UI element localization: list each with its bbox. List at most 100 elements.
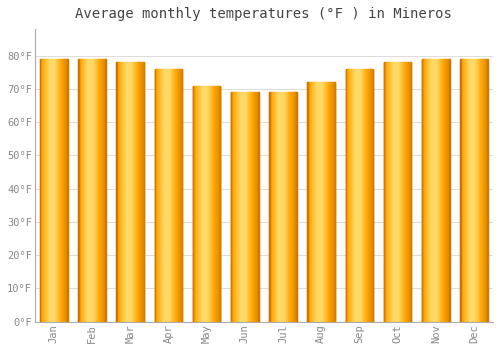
Bar — [127, 62, 128, 322]
Bar — [353, 69, 354, 322]
Bar — [140, 62, 141, 322]
Bar — [161, 69, 162, 322]
Bar — [57, 59, 58, 322]
Bar — [55, 59, 56, 322]
Bar — [401, 62, 402, 322]
Bar — [276, 92, 277, 322]
Bar — [465, 59, 466, 322]
Bar — [437, 59, 438, 322]
Bar — [328, 82, 329, 322]
Bar — [365, 69, 366, 322]
Bar — [369, 69, 370, 322]
Bar — [129, 62, 130, 322]
Bar — [462, 59, 463, 322]
Bar — [367, 69, 368, 322]
Bar — [291, 92, 292, 322]
Bar — [209, 85, 210, 322]
Bar — [370, 69, 371, 322]
Bar — [84, 59, 85, 322]
Bar — [411, 62, 412, 322]
Bar — [439, 59, 440, 322]
Bar — [79, 59, 80, 322]
Bar — [47, 59, 48, 322]
Bar — [124, 62, 125, 322]
Bar — [205, 85, 206, 322]
Bar — [285, 92, 286, 322]
Bar — [271, 92, 272, 322]
Bar — [58, 59, 59, 322]
Bar — [244, 92, 245, 322]
Bar — [60, 59, 61, 322]
Bar — [409, 62, 410, 322]
Bar — [49, 59, 50, 322]
Bar — [272, 92, 273, 322]
Bar — [323, 82, 324, 322]
Bar — [346, 69, 347, 322]
Bar — [444, 59, 445, 322]
Bar — [78, 59, 79, 322]
Bar — [399, 62, 400, 322]
Bar — [163, 69, 164, 322]
Bar — [201, 85, 202, 322]
Bar — [164, 69, 165, 322]
Bar — [430, 59, 431, 322]
Bar — [252, 92, 253, 322]
Bar — [89, 59, 90, 322]
Bar — [403, 62, 404, 322]
Bar — [133, 62, 134, 322]
Bar — [81, 59, 82, 322]
Bar — [384, 62, 386, 322]
Bar — [310, 82, 311, 322]
Bar — [284, 92, 285, 322]
Bar — [482, 59, 483, 322]
Bar — [334, 82, 335, 322]
Bar — [210, 85, 211, 322]
Bar — [157, 69, 158, 322]
Bar — [279, 92, 280, 322]
Bar — [396, 62, 397, 322]
Bar — [86, 59, 87, 322]
Bar — [362, 69, 363, 322]
Bar — [326, 82, 327, 322]
Bar — [361, 69, 362, 322]
Bar — [316, 82, 317, 322]
Bar — [273, 92, 274, 322]
Bar — [464, 59, 465, 322]
Bar — [158, 69, 159, 322]
Bar — [274, 92, 275, 322]
Bar — [407, 62, 408, 322]
Bar — [60, 59, 61, 322]
Bar — [119, 62, 120, 322]
Bar — [92, 59, 93, 322]
Bar — [408, 62, 409, 322]
Bar — [397, 62, 398, 322]
Bar — [294, 92, 295, 322]
Bar — [235, 92, 236, 322]
Bar — [239, 92, 240, 322]
Bar — [423, 59, 424, 322]
Bar — [119, 62, 120, 322]
Bar — [447, 59, 448, 322]
Bar — [180, 69, 181, 322]
Bar — [46, 59, 47, 322]
Bar — [80, 59, 81, 322]
Bar — [98, 59, 99, 322]
Bar — [484, 59, 485, 322]
Bar — [44, 59, 45, 322]
Bar — [205, 85, 206, 322]
Bar — [406, 62, 407, 322]
Bar — [170, 69, 171, 322]
Bar — [432, 59, 433, 322]
Bar — [193, 85, 194, 322]
Bar — [327, 82, 328, 322]
Bar — [308, 82, 309, 322]
Title: Average monthly temperatures (°F ) in Mineros: Average monthly temperatures (°F ) in Mi… — [76, 7, 452, 21]
Bar — [124, 62, 125, 322]
Bar — [473, 59, 474, 322]
Bar — [156, 69, 157, 322]
Bar — [141, 62, 142, 322]
Bar — [125, 62, 126, 322]
Bar — [410, 62, 411, 322]
Bar — [195, 85, 196, 322]
Bar — [347, 69, 348, 322]
